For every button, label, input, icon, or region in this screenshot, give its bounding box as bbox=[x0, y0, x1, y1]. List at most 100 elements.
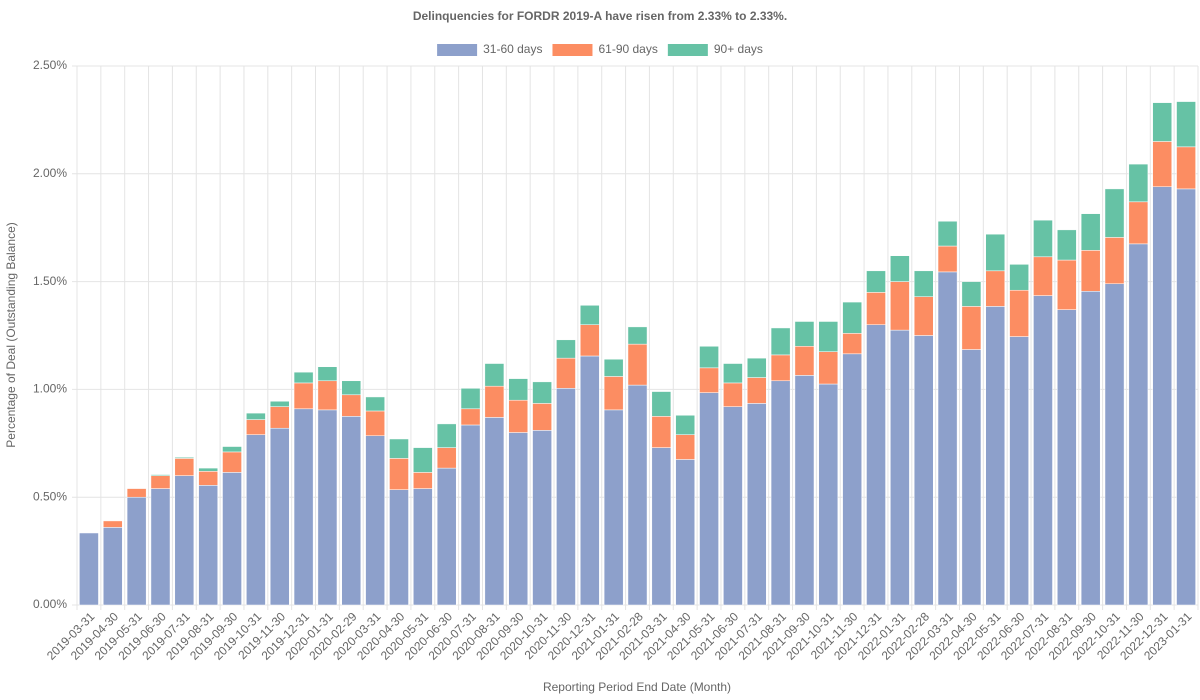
bar-segment bbox=[913, 335, 934, 606]
bar-segment bbox=[1033, 295, 1053, 606]
bar-segment bbox=[746, 403, 767, 606]
bar-segment bbox=[770, 380, 791, 606]
legend-label: 61-90 days bbox=[598, 42, 657, 56]
bar-segment bbox=[627, 343, 648, 386]
bar-segment bbox=[770, 327, 791, 356]
bar-segment bbox=[675, 434, 695, 460]
bar-segment bbox=[556, 339, 576, 359]
bar-segment bbox=[484, 417, 505, 606]
bar-segment bbox=[818, 321, 839, 352]
y-tick-label: 0.50% bbox=[33, 489, 67, 503]
bar-segment bbox=[460, 408, 481, 426]
bar-segment bbox=[651, 416, 672, 448]
bar-segment bbox=[436, 447, 457, 469]
bar-segment bbox=[580, 324, 600, 357]
bar-segment bbox=[961, 349, 982, 606]
bar-segment bbox=[985, 270, 1006, 307]
bar-segment bbox=[389, 458, 409, 490]
bar-segment bbox=[603, 376, 624, 411]
bar-segment bbox=[269, 427, 290, 606]
bar-segment bbox=[246, 412, 266, 420]
bar-segment bbox=[317, 366, 338, 382]
legend-swatch bbox=[667, 44, 708, 56]
bar-segment bbox=[842, 353, 862, 606]
bar-segment bbox=[1176, 188, 1196, 606]
bar-segment bbox=[79, 532, 99, 606]
bar-segment bbox=[174, 457, 195, 459]
bar-segment bbox=[269, 406, 290, 429]
bar-segment bbox=[1152, 186, 1173, 606]
bar-segment bbox=[413, 447, 433, 473]
bar-segment bbox=[174, 475, 195, 606]
bar-segment bbox=[675, 459, 695, 606]
bar-segment bbox=[961, 306, 982, 350]
bar-segment bbox=[556, 357, 576, 389]
bar-segment bbox=[1176, 146, 1196, 190]
bar-segment bbox=[150, 474, 171, 476]
bar-segment bbox=[174, 458, 195, 476]
bar-segment bbox=[746, 377, 767, 404]
bar-segment bbox=[246, 434, 266, 606]
bar-segment bbox=[102, 527, 123, 606]
bar-segment bbox=[1152, 141, 1173, 187]
bar-segment bbox=[627, 326, 648, 345]
bar-segment bbox=[508, 378, 529, 401]
y-tick-label: 2.00% bbox=[33, 166, 67, 180]
bar-segment bbox=[389, 438, 409, 459]
bar-segment bbox=[1033, 256, 1053, 296]
legend-item: 31-60 days bbox=[437, 42, 542, 56]
bar-segment bbox=[866, 292, 886, 325]
bar-segment bbox=[317, 409, 338, 606]
bar-segment bbox=[580, 355, 600, 606]
y-axis-title: Percentage of Deal (Outstanding Balance) bbox=[4, 222, 18, 447]
bar-segment bbox=[126, 488, 147, 498]
bar-segment bbox=[341, 380, 362, 396]
bar-segment bbox=[222, 446, 242, 453]
bar-segment bbox=[1009, 289, 1029, 337]
bar-segment bbox=[651, 447, 672, 606]
bar-segment bbox=[699, 367, 719, 393]
bar-segment bbox=[794, 321, 815, 347]
bar-segment bbox=[389, 489, 409, 606]
bar-segment bbox=[413, 488, 433, 606]
legend-label: 31-60 days bbox=[483, 42, 542, 56]
bar-segment bbox=[651, 391, 672, 417]
bar-segment bbox=[627, 384, 648, 606]
bar-segment bbox=[150, 488, 171, 606]
bar-segment bbox=[222, 451, 242, 473]
bar-segment bbox=[293, 408, 314, 606]
bar-segment bbox=[341, 394, 362, 417]
bar-segment bbox=[436, 423, 457, 448]
bar-segment bbox=[222, 472, 242, 606]
bar-segment bbox=[365, 396, 385, 412]
bar-segment bbox=[770, 354, 791, 382]
bar-segment bbox=[937, 220, 958, 247]
bar-segment bbox=[556, 388, 576, 606]
bar-segment bbox=[413, 472, 433, 489]
bar-segment bbox=[293, 382, 314, 410]
bar-segment bbox=[1128, 163, 1149, 203]
bar-segment bbox=[460, 424, 481, 606]
bar-segment bbox=[937, 245, 958, 273]
bar-segment bbox=[866, 324, 886, 606]
bar-segment bbox=[1057, 309, 1077, 606]
bar-segment bbox=[603, 358, 624, 377]
bar-segment bbox=[126, 496, 147, 606]
bar-segment bbox=[866, 270, 886, 293]
bar-segment bbox=[1057, 229, 1077, 261]
bar-segment bbox=[961, 281, 982, 307]
bar-segment bbox=[484, 363, 505, 387]
bar-segment bbox=[102, 520, 123, 528]
bar-segment bbox=[985, 233, 1006, 272]
bar-segment bbox=[484, 385, 505, 418]
bar-segment bbox=[699, 346, 719, 369]
bar-segment bbox=[365, 435, 385, 606]
bar-segment bbox=[198, 485, 218, 606]
bar-segment bbox=[1104, 283, 1125, 606]
bar-segment bbox=[913, 270, 934, 297]
bar-segment bbox=[1080, 213, 1101, 251]
bar-segment bbox=[198, 471, 218, 486]
bar-segment bbox=[1057, 259, 1077, 310]
bar-segment bbox=[198, 467, 218, 472]
bar-segment bbox=[1033, 219, 1053, 258]
